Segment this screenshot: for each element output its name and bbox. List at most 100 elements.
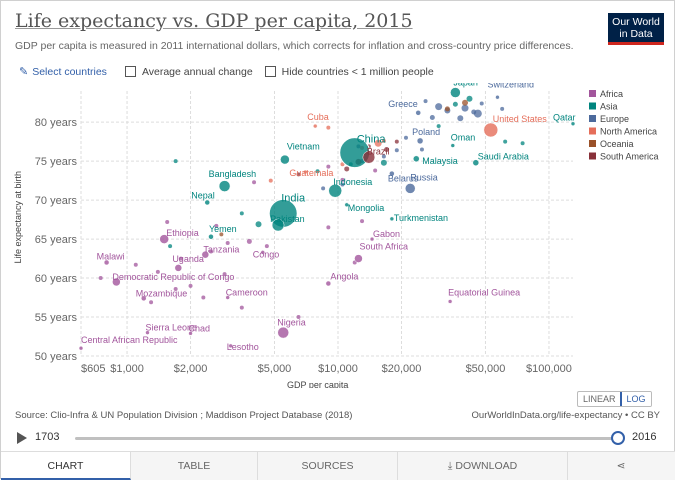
scale-toggle[interactable]: LINEAR LOG <box>577 391 652 407</box>
tab-download-label: DOWNLOAD <box>455 460 518 472</box>
point-label-poland: Poland <box>412 127 440 137</box>
data-point-angola <box>325 280 332 287</box>
data-point <box>479 101 484 106</box>
source-url[interactable]: OurWorldInData.org/life-expectancy • CC … <box>471 410 660 421</box>
source-note[interactable]: Source: Clio-Infra & UN Population Divis… <box>15 410 353 421</box>
data-point <box>452 101 458 107</box>
data-point <box>98 276 103 281</box>
timeline-track[interactable] <box>75 437 619 440</box>
data-point <box>168 244 173 249</box>
data-point-greece <box>415 110 421 116</box>
data-point <box>165 219 170 224</box>
checkbox-box[interactable] <box>264 66 276 77</box>
select-countries-button[interactable]: ✎ Select countries <box>19 65 107 79</box>
point-label-russia: Russia <box>410 172 438 182</box>
data-point <box>419 147 424 152</box>
data-point-belarus <box>389 170 395 177</box>
data-point <box>374 139 382 147</box>
data-point-oman <box>450 143 456 148</box>
point-label-qatar: Qatar <box>553 113 576 123</box>
data-point-yemen <box>208 234 214 240</box>
owid-logo[interactable]: Our World in Data <box>608 13 664 45</box>
data-point <box>321 186 326 191</box>
x-tick-label: $1,000 <box>110 363 144 375</box>
data-point <box>423 99 428 104</box>
scatter-plot[interactable]: 50 years 55 years 60 years 65 years 70 years… <box>1 83 675 388</box>
data-point <box>466 95 473 102</box>
y-tick-label: 60 years <box>35 273 78 285</box>
tab-chart[interactable]: CHART <box>1 452 131 480</box>
data-point-equatorial-guinea <box>447 299 453 304</box>
legend-swatch <box>589 115 596 122</box>
point-label-south-africa: South Africa <box>359 242 408 252</box>
x-tick-label: $2,000 <box>174 363 208 375</box>
data-point <box>252 180 257 185</box>
legend-swatch <box>589 152 596 160</box>
linear-scale-button[interactable]: LINEAR <box>583 394 616 404</box>
y-tick-label: 55 years <box>35 312 78 324</box>
point-label-gabon: Gabon <box>373 229 400 239</box>
data-point-mongolia <box>344 202 349 208</box>
chart-controls: ✎ Select countries Average annual change… <box>19 65 446 79</box>
data-point <box>457 115 464 122</box>
data-point <box>133 262 138 267</box>
point-label-japan: Japan <box>453 83 478 88</box>
data-point <box>394 139 399 144</box>
data-point-south-africa <box>354 254 363 263</box>
data-point <box>436 124 441 129</box>
x-tick-label: $5,000 <box>258 363 292 375</box>
data-point <box>173 159 178 164</box>
pencil-icon: ✎ <box>19 66 29 78</box>
point-label-switzerland: Switzerland <box>487 83 534 89</box>
data-point <box>384 146 390 152</box>
point-label-guatemala: Guatemala <box>289 168 333 178</box>
data-point-japan <box>450 87 461 98</box>
data-point <box>239 211 244 216</box>
data-point <box>462 99 469 106</box>
point-label-united-states: United States <box>493 114 548 124</box>
point-label-mongolia: Mongolia <box>348 203 385 213</box>
x-tick-label: $50,000 <box>466 363 506 375</box>
point-label-ethiopia: Ethiopia <box>166 228 199 238</box>
data-point-nepal <box>204 199 211 206</box>
tab-download[interactable]: ⤓ DOWNLOAD <box>398 452 568 480</box>
tab-sources[interactable]: SOURCES <box>258 452 398 480</box>
x-axis-title: GDP per capita <box>287 380 348 388</box>
data-point-congo <box>260 250 266 255</box>
data-point-russia <box>404 183 416 194</box>
point-label-uganda: Uganda <box>172 254 204 264</box>
data-point <box>340 182 345 187</box>
data-point-cameroon <box>225 295 230 300</box>
point-label-equatorial-guinea: Equatorial Guinea <box>448 287 520 297</box>
point-label-cuba: Cuba <box>307 112 329 122</box>
x-tick-label: $20,000 <box>382 363 422 375</box>
point-label-vietnam: Vietnam <box>287 142 320 152</box>
logo-line-2: in Data <box>619 28 653 40</box>
data-point-bangladesh <box>218 180 231 192</box>
data-point-united-states <box>483 122 499 138</box>
legend-label: Asia <box>600 102 618 112</box>
data-point <box>344 166 350 172</box>
average-annual-change-checkbox[interactable]: Average annual change <box>124 66 253 78</box>
log-scale-button[interactable]: LOG <box>619 392 651 406</box>
data-point <box>214 223 219 228</box>
data-point <box>340 162 345 167</box>
data-point <box>178 256 183 261</box>
select-countries-label: Select countries <box>32 65 107 78</box>
data-point <box>403 135 408 140</box>
tab-table[interactable]: TABLE <box>131 452 258 480</box>
checkbox-box[interactable] <box>124 66 136 77</box>
data-point-mozambique <box>140 295 147 302</box>
data-point <box>173 286 178 291</box>
data-point-chad <box>188 331 193 336</box>
data-point <box>461 104 469 112</box>
play-icon[interactable] <box>17 432 27 444</box>
data-point <box>219 232 224 237</box>
share-button[interactable]: ⋖ <box>568 452 674 480</box>
hide-small-countries-checkbox[interactable]: Hide countries < 1 million people <box>264 66 434 78</box>
point-label-cameroon: Cameroon <box>226 288 268 298</box>
timeline-handle[interactable] <box>611 431 625 445</box>
chart-title[interactable]: Life expectancy vs. GDP per capita, 2015 <box>15 10 413 32</box>
data-point <box>255 221 262 228</box>
data-point-malaysia <box>413 155 420 163</box>
